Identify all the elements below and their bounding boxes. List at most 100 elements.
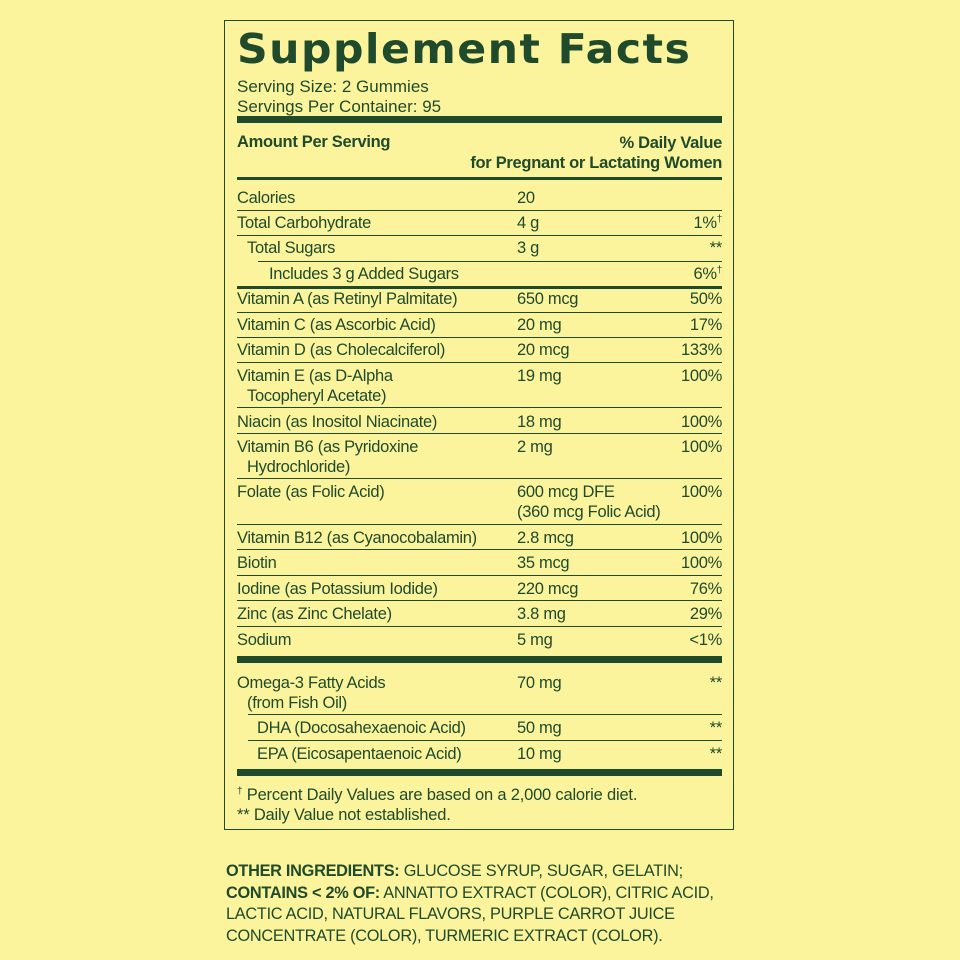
thick-divider-top [237, 116, 722, 123]
row-divider [237, 626, 722, 627]
nutrient-amount: 2.8 mcg [517, 529, 574, 547]
nutrient-name: DHA (Docosahexaenoic Acid) [257, 719, 466, 737]
serving-info: Serving Size: 2 Gummies Servings Per Con… [237, 77, 441, 117]
nutrient-daily-value: 100% [680, 367, 722, 385]
row-divider [258, 261, 722, 262]
nutrient-name-line1: Vitamin B6 (as Pyridoxine [237, 438, 419, 456]
nutrient-daily-value: ** [709, 719, 723, 737]
panel-inner: Supplement Facts Serving Size: 2 Gummies… [237, 21, 722, 829]
nutrient-daily-value: ** [709, 239, 723, 257]
nutrient-daily-value: <1% [689, 631, 722, 649]
row-divider [248, 740, 722, 741]
row-divider [237, 210, 722, 211]
medium-divider [237, 177, 722, 180]
nutrient-amount: 4 g [517, 214, 540, 232]
nutrient-amount-line1: 600 mcg DFE [517, 483, 615, 501]
row-divider [237, 407, 722, 408]
row-divider [237, 312, 722, 313]
row-divider [237, 337, 722, 338]
nutrient-amount: 20 [517, 189, 535, 207]
nutrient-name: Iodine (as Potassium Iodide) [237, 580, 438, 598]
nutrient-daily-value: ** [709, 674, 723, 692]
nutrient-name-line2: Tocopheryl Acetate) [247, 387, 387, 405]
row-divider [248, 714, 722, 715]
supplement-facts-panel: Supplement Facts Serving Size: 2 Gummies… [224, 20, 734, 830]
footnote-daily-value: † Percent Daily Values are based on a 2,… [237, 785, 637, 805]
nutrient-daily-value: 6%† [693, 264, 722, 284]
nutrient-name: Vitamin D (as Cholecalciferol) [237, 341, 446, 359]
dv-value: 1% [693, 214, 717, 232]
nutrient-amount: 35 mcg [517, 554, 570, 572]
nutrient-amount: 20 mg [517, 316, 562, 334]
nutrient-daily-value: 29% [689, 605, 722, 623]
row-divider [237, 235, 722, 236]
row-divider [237, 575, 722, 576]
other-ingredients-text: GLUCOSE SYRUP, SUGAR, GELATIN; [399, 861, 683, 880]
panel-title: Supplement Facts [237, 25, 692, 73]
thick-divider-bottom [237, 769, 722, 776]
nutrient-name-line1: Vitamin E (as D-Alpha [237, 367, 393, 385]
nutrient-daily-value: 50% [689, 290, 722, 308]
nutrient-daily-value: ** [709, 745, 723, 763]
daily-value-header-line1: % Daily Value [619, 134, 723, 152]
nutrient-daily-value: 76% [689, 580, 722, 598]
row-divider [237, 600, 722, 601]
thick-divider-middle [237, 656, 722, 663]
serving-size: Serving Size: 2 Gummies [237, 77, 429, 96]
nutrient-amount: 19 mg [517, 367, 562, 385]
row-divider [237, 478, 722, 479]
dv-value: 6% [693, 265, 717, 283]
nutrient-name-line1: Omega-3 Fatty Acids [237, 674, 386, 692]
nutrient-name: Calories [237, 189, 296, 207]
nutrient-name: Zinc (as Zinc Chelate) [237, 605, 392, 623]
nutrient-daily-value: 100% [680, 483, 722, 501]
daily-value-header: % Daily Value for Pregnant or Lactating … [470, 133, 722, 173]
ingredients-block: OTHER INGREDIENTS: GLUCOSE SYRUP, SUGAR,… [226, 860, 725, 946]
dagger-mark: † [716, 214, 723, 225]
nutrient-daily-value: 100% [680, 554, 722, 572]
footnotes: † Percent Daily Values are based on a 2,… [237, 785, 637, 825]
nutrient-name: Vitamin B12 (as Cyanocobalamin) [237, 529, 477, 547]
nutrient-daily-value: 100% [680, 438, 722, 456]
nutrient-daily-value: 100% [680, 413, 722, 431]
nutrient-amount: 70 mg [517, 674, 562, 692]
nutrient-amount: 10 mg [517, 745, 562, 763]
nutrient-daily-value: 133% [680, 341, 722, 359]
footnote-not-established: ** Daily Value not established. [237, 806, 451, 824]
other-ingredients-label: OTHER INGREDIENTS: [226, 861, 400, 880]
amount-per-serving-header: Amount Per Serving [237, 133, 391, 151]
nutrient-amount: 220 mcg [517, 580, 579, 598]
nutrient-daily-value: 1%† [693, 213, 722, 233]
daily-value-header-line2: for Pregnant or Lactating Women [470, 154, 722, 172]
nutrient-name: Vitamin E (as D-Alpha Tocopheryl Acetate) [237, 366, 393, 406]
nutrient-amount: 20 mcg [517, 341, 570, 359]
nutrient-amount: 2 mg [517, 438, 553, 456]
nutrient-amount: 600 mcg DFE (360 mcg Folic Acid) [517, 482, 661, 522]
nutrient-name: Includes 3 g Added Sugars [269, 265, 459, 283]
nutrient-name: Biotin [237, 554, 277, 572]
nutrient-amount-line2: (360 mcg Folic Acid) [517, 503, 661, 521]
dagger-mark: † [716, 265, 723, 276]
nutrient-amount: 18 mg [517, 413, 562, 431]
nutrient-amount: 50 mg [517, 719, 562, 737]
dagger-mark: † [237, 786, 243, 797]
nutrient-name: Folate (as Folic Acid) [237, 483, 385, 501]
row-divider [237, 362, 722, 363]
nutrient-amount: 650 mcg [517, 290, 579, 308]
nutrient-daily-value: 17% [689, 316, 722, 334]
contains-text: ANNATTO EXTRACT (COLOR), CITRIC ACID, LA… [226, 882, 714, 945]
nutrient-daily-value: 100% [680, 529, 722, 547]
row-divider [237, 433, 722, 434]
nutrient-name: Omega-3 Fatty Acids (from Fish Oil) [237, 673, 386, 713]
nutrient-name: Vitamin A (as Retinyl Palmitate) [237, 290, 458, 308]
nutrient-amount: 3 g [517, 239, 540, 257]
nutrient-amount: 5 mg [517, 631, 553, 649]
servings-per-container: Servings Per Container: 95 [237, 97, 442, 116]
nutrient-name: Total Carbohydrate [237, 214, 372, 232]
nutrient-name-line2: Hydrochloride) [247, 458, 351, 476]
nutrient-name: Vitamin B6 (as Pyridoxine Hydrochloride) [237, 437, 418, 477]
nutrient-name: Sodium [237, 631, 292, 649]
footnote-daily-value-text: Percent Daily Values are based on a 2,00… [242, 786, 638, 804]
nutrient-amount: 3.8 mg [517, 605, 566, 623]
nutrient-name-line2: (from Fish Oil) [247, 694, 347, 712]
